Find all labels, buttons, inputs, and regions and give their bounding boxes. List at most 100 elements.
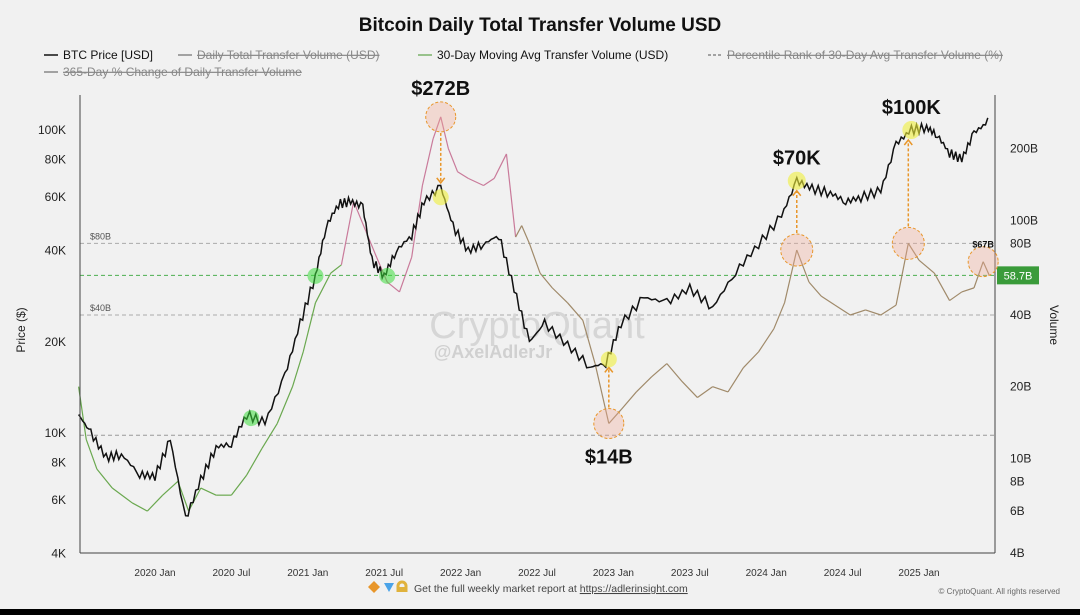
volume-ma-segment: [261, 423, 278, 449]
arrow-head: [903, 138, 913, 146]
annotation-label: $272B: [411, 78, 470, 100]
highlight-marker: [967, 246, 999, 278]
orange-diamond-icon: [368, 581, 380, 593]
x-tick: 2020 Jan: [134, 568, 175, 579]
volume-ma-segment: [85, 439, 98, 470]
volume-ma-segment: [681, 381, 698, 398]
volume-ma-segment: [483, 177, 495, 187]
y-axis-right-label: Volume: [1047, 305, 1061, 345]
y-tick-right: 200B: [1010, 142, 1038, 156]
volume-ma-segment: [146, 494, 164, 512]
y-tick-left: 60K: [45, 190, 66, 204]
highlight-marker: [379, 267, 396, 284]
x-tick: 2022 Jan: [440, 568, 481, 579]
y-tick-left: 20K: [45, 335, 66, 349]
y-tick-right: 10B: [1010, 451, 1031, 465]
volume-ma-segment: [918, 259, 935, 274]
y-tick-right: 40B: [1010, 308, 1031, 322]
btc-price-line: [77, 117, 989, 517]
volume-ma-segment: [551, 287, 568, 304]
volume-ma-segment: [162, 480, 179, 496]
highlight-marker: [243, 410, 260, 427]
reference-line-label: $80B: [90, 231, 111, 241]
volume-ma-segment: [314, 272, 332, 304]
y-tick-right: 8B: [1010, 474, 1025, 488]
volume-ma-segment: [834, 304, 851, 316]
footer-link[interactable]: https://adlerinsight.com: [580, 583, 688, 595]
y-tick-left: 6K: [51, 493, 66, 507]
volume-ma-segment: [666, 363, 683, 382]
footer: Get the full weekly market report at htt…: [368, 580, 1060, 596]
x-tick: 2021 Jan: [287, 568, 328, 579]
highlight-marker: [425, 101, 457, 133]
highlight-marker: [891, 226, 925, 260]
current-volume-badge: [997, 266, 1039, 285]
y-tick-right: 100B: [1010, 213, 1038, 227]
volume-ma-segment: [582, 320, 596, 364]
legend: BTC Price [USD] Daily Total Transfer Volu…: [44, 48, 1003, 79]
volume-ma-segment: [850, 309, 866, 316]
volume-ma-segment: [432, 116, 442, 139]
annotation-label: $14B: [585, 447, 633, 469]
volume-ma-segment: [521, 225, 530, 244]
x-tick: 2020 Jul: [212, 568, 250, 579]
annotation-label: $67B: [972, 240, 994, 250]
volume-ma-segment: [493, 153, 507, 179]
y-tick-right: 4B: [1010, 546, 1025, 560]
x-tick: 2025 Jan: [898, 568, 939, 579]
y-tick-left: 8K: [51, 455, 66, 469]
svg-text:Get the full weekly market rep: Get the full weekly market report at htt…: [414, 583, 688, 595]
x-tick: 2024 Jul: [824, 568, 862, 579]
volume-ma-segment: [528, 243, 541, 274]
legend-item-label: 365-Day % Change of Daily Transfer Volum…: [63, 65, 302, 79]
volume-ma-segment: [961, 287, 975, 293]
volume-ma-segment: [447, 148, 459, 172]
footer-text: Get the full weekly market report at: [414, 583, 580, 595]
volume-ma-segment: [291, 351, 304, 387]
volume-ma-segment: [421, 138, 434, 186]
watermark-handle: @AxelAdlerJr: [434, 342, 553, 362]
volume-ma-segment: [742, 351, 759, 369]
bottom-bar: [0, 609, 1080, 615]
volume-ma-segment: [567, 302, 584, 321]
volume-ma-segment: [230, 474, 248, 496]
series: [77, 116, 990, 517]
volume-ma-segment: [712, 386, 729, 393]
volume-ma-segment: [96, 468, 113, 489]
y-tick-left: 10K: [45, 426, 66, 440]
annotations: $272B $70K $100K $14B $67B: [243, 78, 999, 469]
highlight-marker: [902, 121, 921, 139]
volume-ma-segment: [773, 302, 786, 330]
y-tick-left: 40K: [45, 244, 66, 258]
volume-ma-segment: [697, 386, 714, 399]
volume-ma-segment: [467, 177, 484, 187]
hands-icon: [396, 580, 408, 592]
volume-ma-segment: [131, 502, 148, 512]
watermark: CryptoQuant @AxelAdlerJr: [429, 305, 645, 362]
highlight-marker: [432, 189, 449, 206]
highlight-marker: [787, 171, 806, 190]
blue-diamond-icon: [384, 583, 394, 592]
volume-ma-segment: [594, 363, 610, 424]
volume-ma-segment: [727, 367, 744, 393]
volume-ma-segment: [783, 249, 798, 303]
highlight-marker: [593, 408, 625, 440]
volume-ma-segment: [398, 256, 413, 293]
x-tick: 2023 Jul: [671, 568, 709, 579]
volume-ma-segment: [651, 363, 668, 378]
annotation-label: $70K: [773, 148, 821, 170]
volume-ma-segment: [820, 295, 836, 306]
volume-ma-segment: [386, 281, 400, 293]
chart-title: Bitcoin Daily Total Transfer Volume USD: [359, 15, 721, 36]
x-tick: 2021 Jul: [365, 568, 403, 579]
volume-ma-segment: [457, 171, 469, 179]
volume-ma-segment: [302, 302, 317, 353]
volume-ma-segment: [111, 487, 133, 504]
volume-ma-segment: [246, 448, 263, 476]
highlight-marker: [600, 351, 617, 368]
legend-item-label: Daily Total Transfer Volume (USD): [197, 48, 380, 62]
volume-ma-segment: [758, 328, 775, 353]
volume-ma-segment: [539, 272, 553, 289]
volume-ma-segment: [276, 386, 294, 424]
